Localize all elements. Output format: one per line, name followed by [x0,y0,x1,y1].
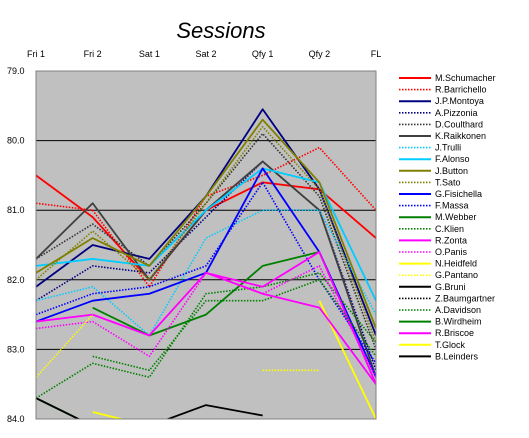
legend-label: C.Klien [435,224,464,234]
y-tick-label: 81.0 [7,205,25,215]
legend-item: O.Panis [399,247,468,257]
x-axis-ticks: Fri 1 Fri 2 Sat 1 Sat 2 Qfy 1 Qfy 2 FL [27,49,381,59]
legend-label: A.Pizzonia [435,108,478,118]
legend-label: M.Schumacher [435,73,496,83]
series-line [205,271,376,385]
legend-label: G.Pantano [435,270,478,280]
series-line [36,397,81,419]
series-line [36,181,376,364]
legend-item: T.Sato [399,177,461,187]
legend-label: F.Massa [435,201,469,211]
series-line [92,411,125,419]
legend-item: J.Button [399,166,468,176]
series-line [36,125,376,343]
legend-label: G.Bruni [435,282,466,292]
legend-label: T.Sato [435,177,461,187]
legend-label: G.Fisichella [435,189,482,199]
series-c-klien [36,272,376,399]
legend-label: O.Panis [435,247,468,257]
legend-label: K.Raikkonen [435,131,486,141]
series-line [92,278,376,372]
legend-label: D.Coulthard [435,119,483,129]
legend-item: B.Leinders [399,351,479,361]
series-t-sato [36,125,376,343]
series-b-leinders [36,397,81,419]
legend-item: T.Glock [399,340,466,350]
series-layer [36,108,376,419]
legend-label: J.P.Montoya [435,96,484,106]
legend-item: M.Webber [399,212,476,222]
legend-item: A.Pizzonia [399,108,478,118]
legend-label: J.Trulli [435,143,461,153]
y-tick-label: 80.0 [7,136,25,146]
legend-label: B.Wirdheim [435,317,482,327]
legend-item: R.Barrichello [399,85,487,95]
series-line [36,118,376,329]
plot-area [36,71,376,419]
x-tick-label: FL [371,49,382,59]
series-m-webber [92,251,320,337]
series-line [92,251,320,337]
legend-label: A.Davidson [435,305,481,315]
x-tick-label: Qfy 2 [309,49,331,59]
y-tick-label: 84.0 [7,414,25,424]
legend-label: Z.Baumgartner [435,293,495,303]
series-o-panis [36,265,376,378]
plot-frame [35,70,377,420]
x-tick-label: Fri 2 [84,49,102,59]
series-line [36,265,376,378]
legend-label: M.Webber [435,212,476,222]
legend-item: Z.Baumgartner [399,293,495,303]
legend-item: K.Raikkonen [399,131,486,141]
x-tick-label: Qfy 1 [252,49,274,59]
legend-item: G.Pantano [399,270,478,280]
y-tick-label: 83.0 [7,344,25,354]
legend-item: G.Fisichella [399,189,482,199]
series-j-trulli [36,209,376,337]
y-tick-label: 79.0 [7,66,25,76]
series-g-pantano [36,314,320,378]
legend-label: J.Button [435,166,468,176]
legend-item: R.Briscoe [399,328,474,338]
legend-label: N.Heidfeld [435,259,477,269]
legend-label: B.Leinders [435,351,479,361]
legend-item: F.Alonso [399,154,470,164]
x-tick-label: Fri 1 [27,49,45,59]
legend-item: M.Schumacher [399,73,496,83]
legend-item: C.Klien [399,224,464,234]
legend-item: A.Davidson [399,305,481,315]
legend-label: T.Glock [435,340,466,350]
legend-item: F.Massa [399,201,469,211]
legend-item: B.Wirdheim [399,317,482,327]
series-d-coulthard [36,132,376,350]
legend-item: D.Coulthard [399,119,483,129]
y-tick-label: 82.0 [7,275,25,285]
series-line [36,209,376,337]
legend-label: R.Zonta [435,235,467,245]
x-tick-label: Sat 2 [195,49,216,59]
legend-label: R.Barrichello [435,85,487,95]
chart-title: Sessions [176,18,265,43]
y-axis-ticks: 79.0 80.0 81.0 82.0 83.0 84.0 [7,66,25,424]
series-t-glock [92,411,125,419]
series-line [36,314,94,378]
series-j-button [36,118,376,329]
legend-item: R.Zonta [399,235,467,245]
x-tick-label: Sat 1 [139,49,160,59]
series-line [36,132,376,350]
series-a-davidson [92,278,376,372]
series-r-briscoe [205,271,376,385]
legend-item: G.Bruni [399,282,466,292]
legend-item: N.Heidfeld [399,259,477,269]
series-line [36,272,376,399]
legend-label: R.Briscoe [435,328,474,338]
legend-item: J.Trulli [399,143,461,153]
legend-label: F.Alonso [435,154,470,164]
series-f-massa [36,181,376,364]
legend-item: J.P.Montoya [399,96,484,106]
